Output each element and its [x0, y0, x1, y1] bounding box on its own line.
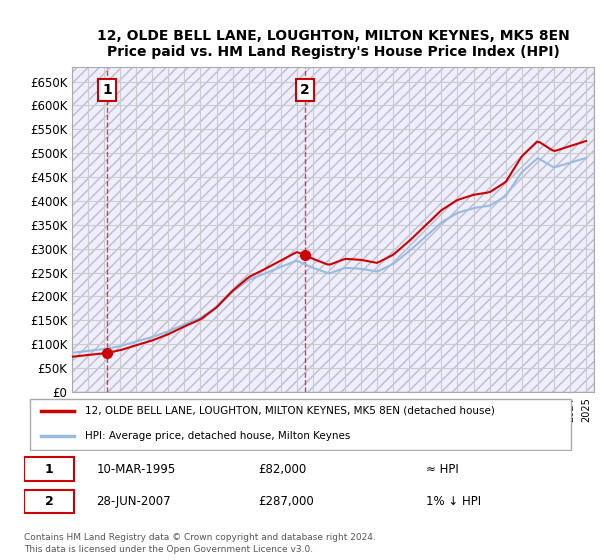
Text: ≈ HPI: ≈ HPI — [426, 463, 458, 476]
Text: 2: 2 — [45, 495, 53, 508]
FancyBboxPatch shape — [24, 489, 74, 514]
Text: 28-JUN-2007: 28-JUN-2007 — [97, 495, 171, 508]
Title: 12, OLDE BELL LANE, LOUGHTON, MILTON KEYNES, MK5 8EN
Price paid vs. HM Land Regi: 12, OLDE BELL LANE, LOUGHTON, MILTON KEY… — [97, 29, 569, 59]
Text: 1: 1 — [45, 463, 53, 476]
FancyBboxPatch shape — [24, 458, 74, 481]
Text: £82,000: £82,000 — [259, 463, 307, 476]
Text: 1: 1 — [102, 83, 112, 97]
Text: 10-MAR-1995: 10-MAR-1995 — [97, 463, 176, 476]
FancyBboxPatch shape — [29, 399, 571, 450]
Text: 12, OLDE BELL LANE, LOUGHTON, MILTON KEYNES, MK5 8EN (detached house): 12, OLDE BELL LANE, LOUGHTON, MILTON KEY… — [85, 406, 495, 416]
Text: HPI: Average price, detached house, Milton Keynes: HPI: Average price, detached house, Milt… — [85, 431, 351, 441]
Text: £287,000: £287,000 — [259, 495, 314, 508]
Text: 2: 2 — [300, 83, 310, 97]
Text: 1% ↓ HPI: 1% ↓ HPI — [426, 495, 481, 508]
Text: Contains HM Land Registry data © Crown copyright and database right 2024.
This d: Contains HM Land Registry data © Crown c… — [24, 533, 376, 554]
